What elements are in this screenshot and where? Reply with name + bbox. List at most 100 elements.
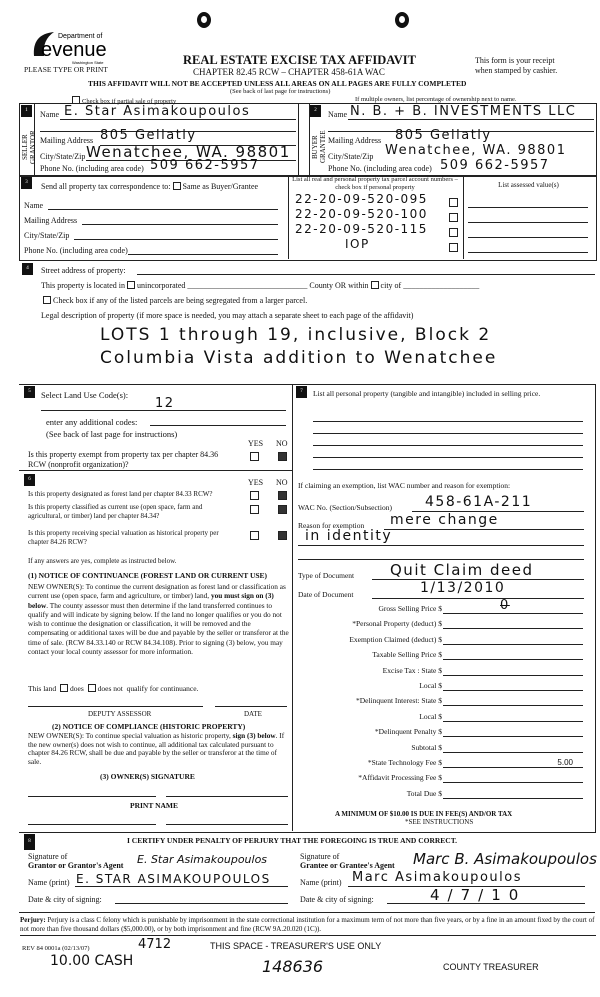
additional-codes-field[interactable]: [150, 425, 286, 426]
divider: [19, 470, 292, 471]
does-not-checkbox[interactable]: [87, 684, 96, 692]
cash-note: 10.00 CASH: [50, 953, 134, 969]
grantee-signature[interactable]: Marc B. Asimakoupoulos: [413, 850, 597, 868]
buyer-name-field[interactable]: N. B. + B. INVESTMENTS LLC: [350, 104, 577, 119]
chapter: CHAPTER 82.45 RCW – CHAPTER 458-61A WAC: [193, 67, 385, 77]
section-number: 3: [21, 177, 32, 189]
personal-property-checkboxes[interactable]: [449, 197, 458, 257]
owner-signature-line-2[interactable]: [166, 796, 288, 797]
assessed-value-2[interactable]: [468, 222, 588, 223]
grantor-signature[interactable]: E. Star Asimakoupoulos: [137, 853, 268, 866]
fee-value[interactable]: 5.00: [557, 758, 573, 767]
s3-phone-label: Phone No. (including area code): [24, 246, 128, 255]
reason-field-2[interactable]: in identity: [305, 528, 393, 544]
same-as-buyer-checkbox[interactable]: [172, 182, 181, 190]
seller-name-field[interactable]: E. Star Asimakoupoulos: [64, 104, 251, 119]
grantor-name-print-field[interactable]: E. STAR ASIMAKOUPOULOS: [76, 872, 271, 886]
fee-line: [443, 751, 583, 753]
owner-signature-line[interactable]: [28, 796, 156, 797]
fee-label: Gross Selling Price $: [378, 604, 442, 613]
parcel-3[interactable]: 22-20-09-520-115: [295, 222, 428, 236]
grantee-name-print-field[interactable]: Marc Asimakoupoulos: [352, 870, 522, 885]
reason-field-1[interactable]: mere change: [390, 512, 499, 528]
personal-property-label: List all personal property (tangible and…: [313, 389, 541, 398]
city-checkbox[interactable]: [370, 281, 379, 289]
does-label: does: [70, 684, 84, 693]
seller-name-label: Name: [40, 110, 60, 119]
s3-address-field[interactable]: [82, 224, 278, 225]
form-title: REAL ESTATE EXCISE TAX AFFIDAVIT: [183, 53, 416, 67]
personal-property-line[interactable]: [313, 421, 583, 422]
seller-address-label: Mailing Address: [40, 136, 94, 145]
current-use-yes-checkbox[interactable]: [250, 505, 259, 514]
yes-header: YES: [248, 439, 264, 448]
s3-city-label: City/State/Zip: [24, 231, 70, 240]
line: [384, 529, 584, 530]
fee-line: [443, 736, 583, 738]
assessed-header: List assessed value(s): [498, 181, 559, 189]
fee-value[interactable]: 0: [500, 598, 510, 613]
forest-no-checkbox-checked[interactable]: [278, 491, 287, 500]
receipt-number: 148636: [262, 957, 324, 976]
personal-property-line[interactable]: [313, 433, 583, 434]
wac-label: WAC No. (Section/Subsection): [298, 503, 392, 512]
historic-no-checkbox-checked[interactable]: [278, 531, 287, 540]
street-address-field[interactable]: [137, 274, 595, 275]
parcel-4[interactable]: IOP: [345, 237, 370, 251]
seller-phone-field[interactable]: 509 662-5957: [150, 158, 260, 173]
doc-date-field[interactable]: 1/13/2010: [420, 580, 506, 596]
exempt-no-checkbox-checked[interactable]: [278, 452, 287, 461]
assessed-value-3[interactable]: [468, 237, 588, 238]
buyer-address-field[interactable]: 805 Gellatly: [395, 128, 492, 143]
fee-label: Exemption Claimed (deduct) $: [349, 634, 442, 644]
print-name-line-2[interactable]: [166, 824, 288, 825]
date-label: DATE: [244, 710, 262, 718]
grantee-date-field[interactable]: 4/7/10: [430, 886, 527, 904]
segregated-checkbox[interactable]: [43, 296, 51, 304]
assessor-date-line[interactable]: [215, 706, 287, 707]
assessed-value-4[interactable]: [468, 252, 588, 253]
historic-yes-checkbox[interactable]: [250, 531, 259, 540]
fee-line: [443, 659, 583, 661]
parcel-2[interactable]: 22-20-09-520-100: [295, 207, 428, 221]
fee-label: Taxable Selling Price $: [372, 650, 442, 660]
buyer-phone-field[interactable]: 509 662-5957: [440, 158, 550, 173]
s3-phone-field[interactable]: [128, 254, 278, 255]
fee-line: [443, 705, 583, 707]
section-5-7-box: [19, 384, 596, 833]
does-not-label: does not: [97, 684, 123, 693]
s3-city-field[interactable]: [74, 239, 278, 240]
fee-label: Local $: [419, 711, 442, 721]
personal-property-line[interactable]: [313, 469, 583, 470]
assessed-value-1[interactable]: [468, 207, 588, 208]
land-use-code-field[interactable]: 12: [155, 396, 175, 411]
deputy-assessor-signature-line[interactable]: [28, 706, 203, 707]
forest-yes-checkbox[interactable]: [250, 491, 259, 500]
doc-type-field[interactable]: Quit Claim deed: [390, 561, 534, 579]
personal-property-line[interactable]: [313, 457, 583, 458]
current-use-no-checkbox-checked[interactable]: [278, 505, 287, 514]
reason-label: Reason for exemption: [298, 521, 365, 530]
grantor-date-line[interactable]: [115, 903, 288, 904]
wac-field[interactable]: 458-61A-211: [425, 494, 533, 510]
unincorporated-checkbox[interactable]: [126, 281, 135, 289]
perjury-statement: Perjury: Perjury is a class C felony whi…: [20, 916, 596, 936]
buyer-city-field[interactable]: Wenatchee, WA. 98801: [385, 143, 567, 158]
print-name-line[interactable]: [28, 824, 156, 825]
fee-line: [443, 613, 583, 614]
seller-city-field[interactable]: Wenatchee, WA. 98801: [86, 143, 291, 161]
line: [41, 410, 286, 411]
parcel-1[interactable]: 22-20-09-520-095: [295, 192, 428, 206]
buyer-phone-label: Phone No. (including area code): [328, 164, 432, 173]
legal-description-line-2[interactable]: Columbia Vista addition to Wenatchee: [100, 348, 498, 368]
personal-property-line[interactable]: [313, 445, 583, 446]
line: [40, 131, 296, 132]
does-checkbox[interactable]: [60, 684, 68, 692]
s3-name-field[interactable]: [48, 209, 278, 210]
seller-address-field[interactable]: 805 Gellatly: [100, 128, 197, 143]
divider: [298, 103, 310, 175]
legal-description-line-1[interactable]: LOTS 1 through 19, inclusive, Block 2: [100, 325, 492, 345]
fee-line: [443, 797, 583, 799]
exempt-yes-checkbox[interactable]: [250, 452, 259, 461]
fee-line: [443, 767, 583, 768]
